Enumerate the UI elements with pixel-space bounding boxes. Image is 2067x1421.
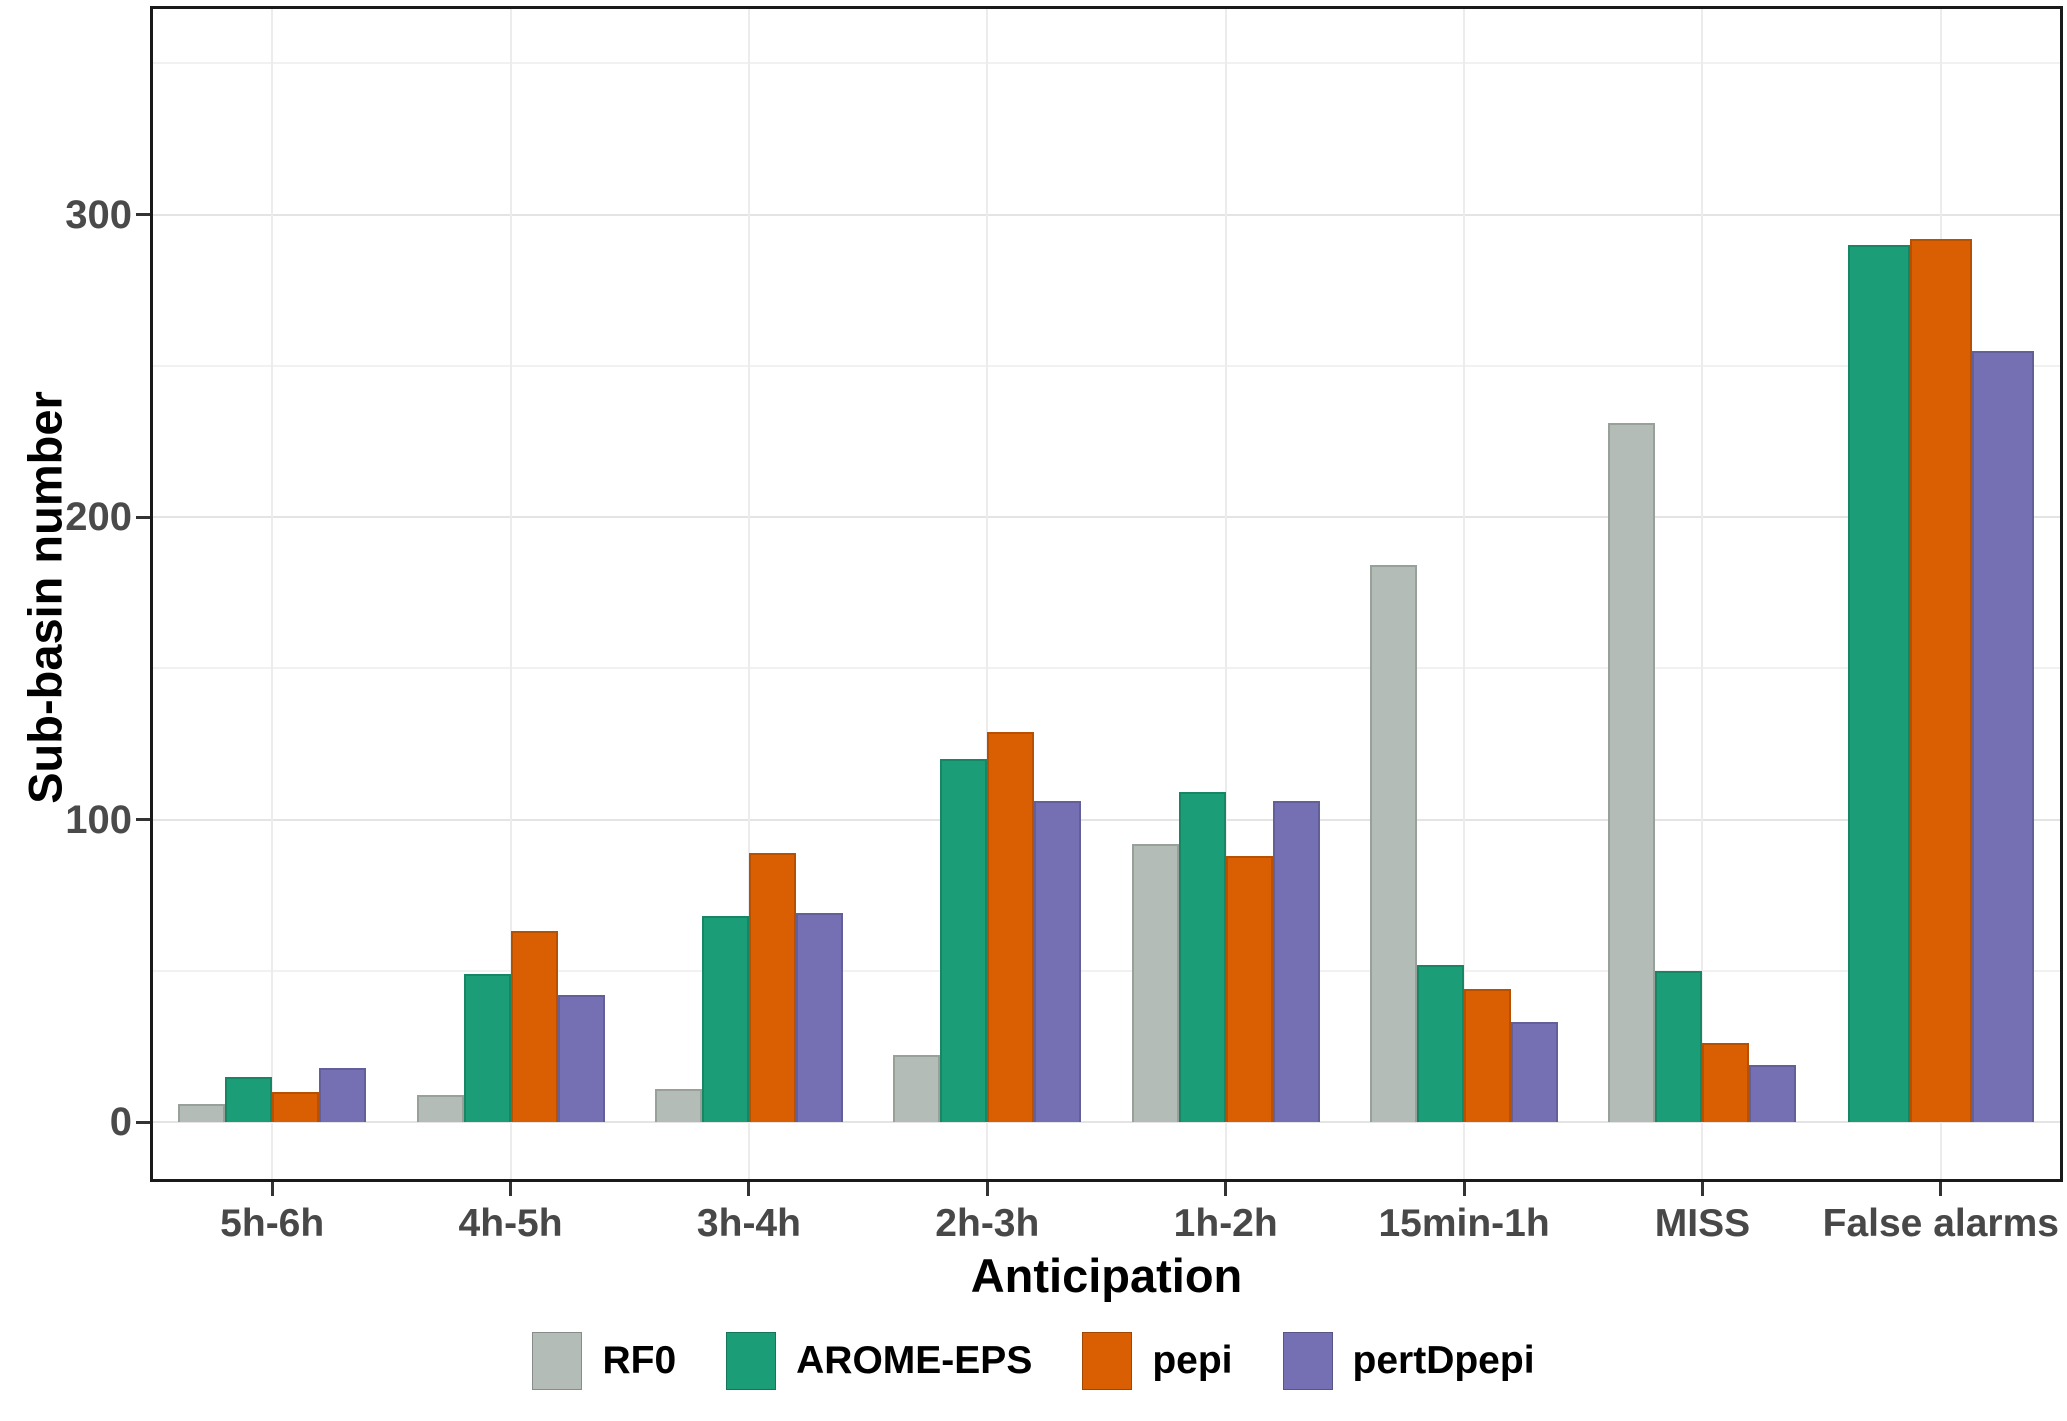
gridline-minor-y-50 <box>153 969 2060 972</box>
y-tick-300 <box>136 213 150 217</box>
legend-swatch-pertdpepi <box>1282 1332 1333 1390</box>
legend-item-rf0: RF0 <box>532 1332 676 1390</box>
y-tick-label-200: 200 <box>65 495 132 540</box>
bar-pertdpepi-15min-1h <box>1511 1022 1559 1122</box>
x-tick-4h-5h <box>509 1182 513 1196</box>
bar-rf0-2h-3h <box>893 1055 941 1122</box>
y-tick-100 <box>136 818 150 822</box>
x-axis-title: Anticipation <box>970 1249 1243 1302</box>
x-tick-label-3h-4h: 3h-4h <box>696 1202 801 1245</box>
bar-arome-eps-miss <box>1655 971 1703 1122</box>
y-tick-label-300: 300 <box>65 192 132 237</box>
legend-label-pertdpepi: pertDpepi <box>1352 1339 1535 1382</box>
legend-swatch-arome-eps <box>726 1332 777 1390</box>
bar-arome-eps-15min-1h <box>1417 965 1465 1122</box>
bar-pertdpepi-4h-5h <box>557 995 605 1122</box>
x-tick-miss <box>1700 1182 1704 1196</box>
bar-pertdpepi-2h-3h <box>1034 801 1082 1122</box>
x-tick-label-miss: MISS <box>1654 1202 1751 1245</box>
bar-pertdpepi-miss <box>1749 1065 1797 1122</box>
bar-arome-eps-4h-5h <box>463 974 511 1122</box>
bar-pepi-miss <box>1702 1043 1750 1122</box>
gridline-major-y-0 <box>153 1121 2060 1123</box>
x-tick-false-alarms <box>1939 1182 1943 1196</box>
bar-group-miss <box>1583 9 1821 1179</box>
bar-group-15min-1h <box>1345 9 1583 1179</box>
x-tick-label-15min-1h: 15min-1h <box>1378 1202 1550 1245</box>
x-tick-15min-1h <box>1462 1182 1466 1196</box>
bar-rf0-1h-2h <box>1131 844 1179 1122</box>
bar-pertdpepi-1h-2h <box>1272 801 1320 1122</box>
gridline-x-1h-2h <box>1224 9 1227 1179</box>
gridline-minor-y-350 <box>153 62 2060 65</box>
legend-item-pertdpepi: pertDpepi <box>1282 1332 1535 1390</box>
bar-rf0-15min-1h <box>1370 565 1418 1122</box>
legend-item-pepi: pepi <box>1082 1332 1233 1390</box>
y-tick-label-100: 100 <box>65 797 132 842</box>
legend-label-arome-eps: AROME-EPS <box>796 1339 1033 1382</box>
bar-pepi-3h-4h <box>748 853 796 1122</box>
plot-panel <box>150 6 2063 1182</box>
bar-pepi-1h-2h <box>1225 856 1273 1122</box>
bar-pepi-5h-6h <box>272 1092 320 1122</box>
gridline-x-5h-6h <box>271 9 274 1179</box>
legend-item-arome-eps: AROME-EPS <box>726 1332 1032 1390</box>
bar-arome-eps-3h-4h <box>701 916 749 1122</box>
bar-group-5h-6h <box>153 9 391 1179</box>
x-tick-label-2h-3h: 2h-3h <box>935 1202 1040 1245</box>
bar-rf0-5h-6h <box>178 1104 226 1122</box>
gridline-x-3h-4h <box>747 9 750 1179</box>
legend-label-rf0: RF0 <box>602 1339 677 1382</box>
x-tick-label-1h-2h: 1h-2h <box>1173 1202 1278 1245</box>
gridline-minor-y-250 <box>153 364 2060 367</box>
bar-arome-eps-5h-6h <box>225 1077 273 1122</box>
gridline-x-miss <box>1701 9 1704 1179</box>
plot-area <box>153 9 2060 1179</box>
bar-arome-eps-1h-2h <box>1178 792 1226 1122</box>
gridline-x-15min-1h <box>1463 9 1466 1179</box>
bar-rf0-4h-5h <box>416 1095 464 1122</box>
bar-pertdpepi-5h-6h <box>319 1068 367 1122</box>
x-tick-2h-3h <box>985 1182 989 1196</box>
bar-arome-eps-false-alarms <box>1847 245 1910 1122</box>
gridline-major-y-200 <box>153 516 2060 519</box>
bar-pertdpepi-3h-4h <box>795 913 843 1122</box>
bar-group-1h-2h <box>1107 9 1345 1179</box>
y-tick-label-0: 0 <box>109 1100 132 1144</box>
bar-pepi-4h-5h <box>510 931 558 1122</box>
bar-group-4h-5h <box>391 9 629 1179</box>
bar-group-2h-3h <box>868 9 1106 1179</box>
legend: RF0 AROME-EPS pepi pertDpepi <box>0 1332 2067 1390</box>
x-tick-3h-4h <box>747 1182 751 1196</box>
bar-group-false-alarms <box>1822 9 2060 1179</box>
bar-rf0-miss <box>1608 423 1656 1122</box>
x-tick-5h-6h <box>270 1182 274 1196</box>
bar-pepi-2h-3h <box>987 732 1035 1122</box>
bar-pepi-15min-1h <box>1464 989 1512 1122</box>
gridline-x-4h-5h <box>509 9 512 1179</box>
bar-groups <box>153 9 2060 1179</box>
y-axis-title: Sub-basin number <box>18 391 72 804</box>
gridline-minor-y-150 <box>153 667 2060 670</box>
x-tick-1h-2h <box>1224 1182 1228 1196</box>
bar-pepi-false-alarms <box>1909 239 1972 1122</box>
x-tick-label-5h-6h: 5h-6h <box>220 1202 325 1245</box>
x-tick-label-false-alarms: False alarms <box>1822 1202 2059 1245</box>
bar-rf0-3h-4h <box>654 1089 702 1122</box>
bar-group-3h-4h <box>630 9 868 1179</box>
bar-pertdpepi-false-alarms <box>1971 351 2034 1122</box>
x-tick-label-4h-5h: 4h-5h <box>458 1202 563 1245</box>
y-tick-200 <box>136 515 150 519</box>
gridline-x-2h-3h <box>986 9 989 1179</box>
gridline-major-y-100 <box>153 818 2060 821</box>
y-tick-0 <box>136 1120 150 1124</box>
legend-swatch-pepi <box>1082 1332 1133 1390</box>
bar-arome-eps-2h-3h <box>940 759 988 1122</box>
legend-label-pepi: pepi <box>1152 1339 1233 1382</box>
gridline-major-y-300 <box>153 213 2060 216</box>
legend-swatch-rf0 <box>532 1332 583 1390</box>
